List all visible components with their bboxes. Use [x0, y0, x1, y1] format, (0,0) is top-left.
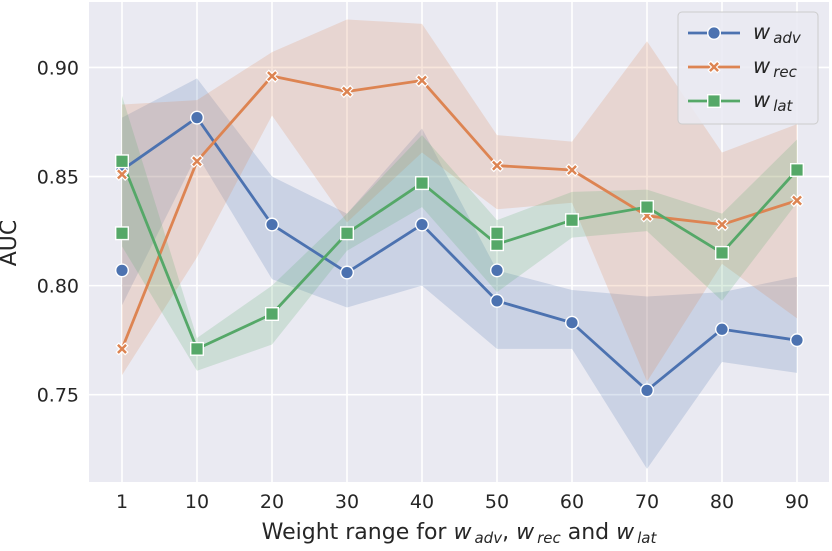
data-point-w-rec [115, 342, 129, 356]
x-axis-title-sub-adv: adv [474, 529, 503, 547]
series-markers [114, 69, 805, 398]
legend-marker-w-rec [707, 60, 721, 74]
x-tick-label: 50 [485, 491, 509, 513]
ci-band-w-rec [122, 19, 797, 382]
data-point-w-lat [265, 307, 280, 322]
y-tick-label: 0.85 [37, 167, 79, 189]
data-point-w-rec [265, 69, 279, 83]
x-axis-title-sub-rec: rec [537, 529, 561, 547]
data-point-w-rec [340, 84, 354, 99]
y-tick-labels: 0.75 0.80 0.85 0.90 [37, 57, 79, 406]
series-line-w-rec [120, 74, 798, 350]
x-tick-label: 80 [710, 491, 734, 513]
data-point-w-lat [114, 226, 129, 241]
x-axis-title-prefix: Weight range for [262, 520, 454, 545]
x-tick-label: 30 [335, 491, 359, 513]
data-point-w-adv [189, 110, 204, 125]
y-tick-label: 0.80 [37, 276, 79, 298]
data-point-w-rec [490, 158, 504, 173]
data-point-w-lat [114, 154, 129, 169]
legend: w adv w rec w lat [677, 11, 819, 125]
x-tick-label: 20 [260, 491, 284, 513]
data-point-w-lat [715, 245, 730, 260]
data-point-w-lat [640, 200, 655, 215]
x-tick-label: 1 [116, 491, 128, 513]
data-point-w-adv [415, 217, 430, 232]
x-tick-label: 90 [785, 491, 809, 513]
x-axis-title-w-lat: w [616, 520, 635, 545]
x-axis-title-sub-lat: lat [637, 529, 657, 547]
data-point-w-lat [490, 226, 505, 241]
x-tick-label: 60 [560, 491, 584, 513]
legend-label-w-rec: w rec [753, 54, 798, 81]
data-point-w-adv [715, 322, 730, 337]
data-point-w-rec [565, 163, 579, 177]
data-point-w-adv [565, 315, 580, 330]
x-tick-labels: 1 10 20 30 40 50 60 70 80 90 [116, 491, 809, 513]
x-axis-title-w-rec: w [516, 520, 535, 545]
data-point-w-adv [490, 263, 505, 278]
x-axis-title: Weight range for w adv, w rec and w lat [262, 520, 658, 547]
data-point-w-lat [415, 176, 430, 191]
data-point-w-adv [490, 293, 505, 308]
legend-label-w-adv: w adv [753, 20, 802, 47]
data-point-w-adv [640, 383, 655, 398]
data-point-w-adv [340, 265, 355, 280]
x-axis-title-sep1: , [502, 520, 516, 545]
x-tick-label: 70 [635, 491, 659, 513]
legend-marker-w-lat [707, 93, 722, 108]
y-tick-label: 0.75 [37, 385, 79, 407]
data-point-w-lat [790, 162, 805, 177]
ci-band-w-adv [122, 78, 797, 469]
data-point-w-rec [190, 154, 204, 168]
y-tick-label: 0.90 [37, 57, 79, 79]
series-line-w-adv [121, 116, 798, 392]
legend-markers [688, 26, 740, 108]
series-line-w-lat [120, 160, 799, 351]
data-point-w-adv [265, 217, 280, 232]
data-point-w-lat [189, 341, 204, 356]
x-axis-title-w-adv: w [453, 520, 472, 545]
legend-label-w-lat: w lat [753, 88, 794, 115]
data-point-w-lat [565, 213, 580, 228]
y-axis-title: AUC [0, 220, 22, 267]
data-point-w-rec [115, 167, 129, 182]
data-point-w-rec [715, 217, 729, 232]
x-axis-title-sep2: and [561, 520, 616, 545]
ci-band-w-lat [122, 95, 797, 371]
series-lines [120, 74, 799, 392]
data-point-w-rec [415, 73, 429, 88]
legend-marker-w-adv [707, 26, 722, 41]
data-point-w-rec [790, 193, 804, 208]
x-tick-label: 40 [410, 491, 434, 513]
data-point-w-lat [340, 226, 355, 241]
x-tick-label: 10 [185, 491, 209, 513]
data-point-w-adv [114, 263, 129, 278]
confidence-bands [122, 19, 797, 469]
data-point-w-adv [790, 333, 805, 348]
